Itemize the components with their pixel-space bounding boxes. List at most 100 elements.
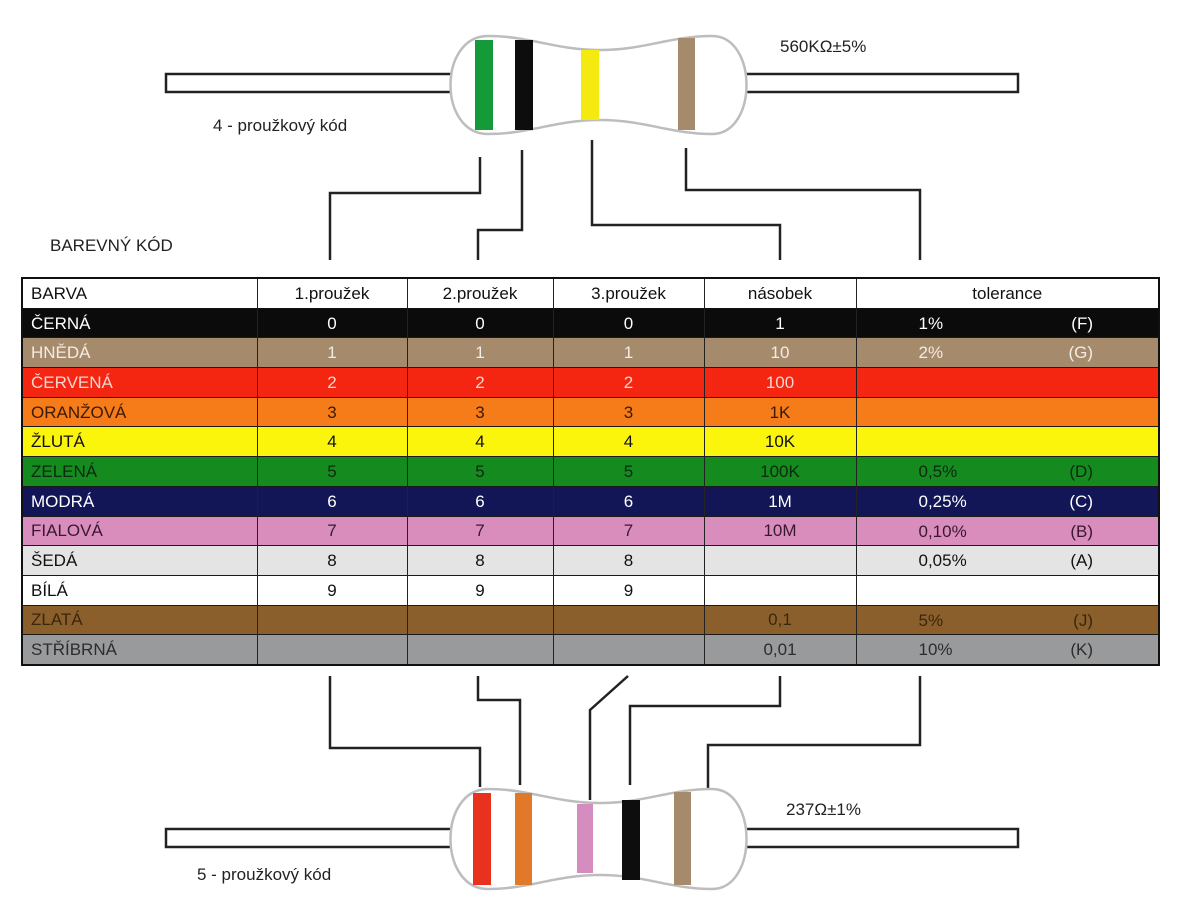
band-2-cell: 6 <box>406 486 554 516</box>
table-title: BAREVNÝ KÓD <box>50 236 173 255</box>
color-name-cell: ČERVENÁ <box>21 367 258 398</box>
color-name-cell: MODRÁ <box>21 486 258 516</box>
bottom-lead-left <box>164 827 458 849</box>
band-3-cell: 2 <box>552 367 705 398</box>
band-1-cell: 1 <box>256 337 408 368</box>
tolerance-letter: (K) <box>1070 640 1093 660</box>
band-1-cell: 4 <box>256 426 408 457</box>
tolerance-percent: 0,05% <box>918 551 967 571</box>
multiplier-cell: 1 <box>703 308 857 338</box>
table-row: MODRÁ 6 6 6 1M 0,25% (C) <box>21 486 1160 516</box>
multiplier-cell <box>703 575 857 606</box>
top-band-4 <box>678 38 695 130</box>
band-2-cell: 9 <box>406 575 554 606</box>
band-2-cell: 1 <box>406 337 554 368</box>
bottom-resistor-value: 237Ω±1% <box>786 800 861 819</box>
band-1-cell <box>256 634 408 665</box>
band-3-cell: 3 <box>552 397 705 427</box>
band-3-cell: 8 <box>552 545 705 576</box>
bottom-resistor-body <box>449 787 748 891</box>
top-resistor-value: 560KΩ±5% <box>780 37 867 56</box>
table-row: ŽLUTÁ 4 4 4 10K <box>21 426 1160 457</box>
tolerance-percent: 0,10% <box>918 521 967 541</box>
band-3-cell <box>552 634 705 665</box>
band-3-cell: 5 <box>552 456 705 487</box>
table-row: FIALOVÁ 7 7 7 10M 0,10% (B) <box>21 516 1160 546</box>
table-row: ZELENÁ 5 5 5 100K 0,5% (D) <box>21 456 1160 487</box>
table-header-row: BARVA 1.proužek 2.proužek 3.proužek náso… <box>21 278 1160 309</box>
multiplier-cell: 100 <box>703 367 857 398</box>
band-3-cell: 9 <box>552 575 705 606</box>
color-code-table: BARVA 1.proužek 2.proužek 3.proužek náso… <box>21 277 1160 666</box>
table-row: HNĚDÁ 1 1 1 10 2% (G) <box>21 337 1160 368</box>
color-name-cell: ZELENÁ <box>21 456 258 487</box>
color-name-cell: FIALOVÁ <box>21 516 258 546</box>
table-row: ŠEDÁ 8 8 8 0,05% (A) <box>21 545 1160 576</box>
band-2-cell <box>406 634 554 665</box>
band-3-cell: 6 <box>552 486 705 516</box>
top-connector-lines <box>328 140 922 260</box>
band-1-cell: 0 <box>256 308 408 338</box>
tolerance-cell: 0,5% (D) <box>855 456 1160 487</box>
table-row: ZLATÁ 0,1 5% (J) <box>21 605 1160 635</box>
tolerance-percent: 1% <box>918 313 944 333</box>
multiplier-cell: 10M <box>703 516 857 546</box>
header-band-1: 1.proužek <box>256 278 408 309</box>
tolerance-cell <box>855 575 1160 606</box>
band-3-cell: 4 <box>552 426 705 457</box>
color-name-cell: ZLATÁ <box>21 605 258 635</box>
tolerance-percent: 0,25% <box>918 491 967 511</box>
band-3-cell: 7 <box>552 516 705 546</box>
tolerance-letter: (C) <box>1069 491 1093 511</box>
tolerance-percent: 5% <box>918 610 944 630</box>
band-2-cell: 4 <box>406 426 554 457</box>
table-row: ČERNÁ 0 0 0 1 1% (F) <box>21 308 1160 338</box>
tolerance-cell: 0,25% (C) <box>855 486 1160 516</box>
band-2-cell <box>406 605 554 635</box>
tolerance-percent: 10% <box>918 640 953 660</box>
bottom-lead-right <box>724 827 1020 849</box>
bottom-band-5 <box>674 792 691 885</box>
top-band-2 <box>515 40 533 130</box>
multiplier-cell: 100K <box>703 456 857 487</box>
color-name-cell: STŘÍBRNÁ <box>21 634 258 665</box>
table-row: BÍLÁ 9 9 9 <box>21 575 1160 606</box>
multiplier-cell: 1K <box>703 397 857 427</box>
header-band-2: 2.proužek <box>406 278 554 309</box>
tolerance-cell: 1% (F) <box>855 308 1160 338</box>
table-row: ČERVENÁ 2 2 2 100 <box>21 367 1160 398</box>
color-name-cell: ŠEDÁ <box>21 545 258 576</box>
multiplier-cell: 0,1 <box>703 605 857 635</box>
tolerance-cell: 2% (G) <box>855 337 1160 368</box>
multiplier-cell: 10K <box>703 426 857 457</box>
top-lead-left <box>164 72 458 94</box>
top-resistor-caption: 4 - proužkový kód <box>213 116 348 135</box>
tolerance-cell: 5% (J) <box>855 605 1160 635</box>
header-tolerance: tolerance <box>855 278 1160 309</box>
table-row: ORANŽOVÁ 3 3 3 1K <box>21 397 1160 427</box>
band-1-cell: 9 <box>256 575 408 606</box>
tolerance-cell <box>855 426 1160 457</box>
band-2-cell: 5 <box>406 456 554 487</box>
band-1-cell: 2 <box>256 367 408 398</box>
multiplier-cell: 10 <box>703 337 857 368</box>
color-name-cell: HNĚDÁ <box>21 337 258 368</box>
tolerance-letter: (G) <box>1068 343 1093 363</box>
bottom-band-2 <box>515 793 532 885</box>
band-2-cell: 3 <box>406 397 554 427</box>
multiplier-cell: 0,01 <box>703 634 857 665</box>
band-3-cell: 1 <box>552 337 705 368</box>
multiplier-cell <box>703 545 857 576</box>
top-band-3 <box>581 50 599 120</box>
band-2-cell: 0 <box>406 308 554 338</box>
band-3-cell <box>552 605 705 635</box>
top-band-1 <box>475 40 493 130</box>
band-1-cell <box>256 605 408 635</box>
tolerance-letter: (F) <box>1071 313 1093 333</box>
band-1-cell: 6 <box>256 486 408 516</box>
tolerance-cell <box>855 367 1160 398</box>
band-2-cell: 2 <box>406 367 554 398</box>
color-name-cell: ŽLUTÁ <box>21 426 258 457</box>
tolerance-percent: 0,5% <box>918 462 958 482</box>
